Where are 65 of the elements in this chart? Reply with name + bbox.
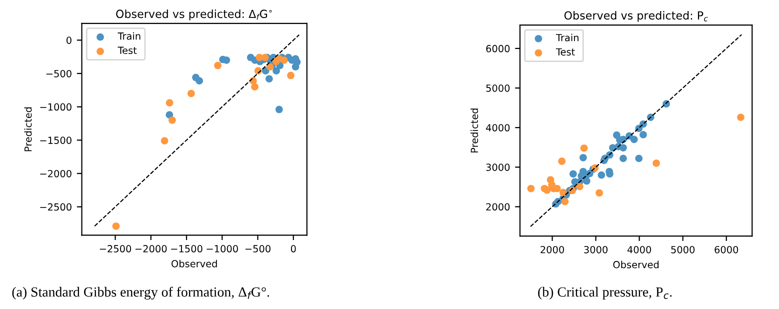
text: (b) Critical pressure, P$_{c}$. [538,286,672,300]
x-tick-label: 0 [290,245,296,252]
point [561,198,569,206]
x-axis-title: Observed [172,260,217,268]
y-tick-label: −1000 [40,103,72,111]
point [527,184,535,192]
point [640,131,647,138]
legend-label: Train [556,34,578,42]
x-tick-label: −1500 [171,245,202,252]
x-tick-label: −2500 [100,245,132,252]
point [582,177,590,185]
legend-label: Test [556,48,575,56]
y-tick-label: −2500 [40,203,72,211]
point [166,99,174,106]
x-tick-label: −1000 [206,245,238,252]
point [187,90,195,98]
point [580,144,588,152]
y-tick-label: −2000 [40,170,72,178]
point [543,186,551,194]
y-axis-title: Predicted [24,107,32,152]
y-tick-label: 6000 [486,44,510,52]
y-axis-title: Predicted [470,108,478,152]
x-tick-label: 3000 [584,246,608,254]
point [620,154,627,162]
x-tick-label: 4000 [627,246,652,254]
point [287,72,294,80]
point [598,171,606,179]
x-tick-label: −2000 [135,245,167,252]
point [635,154,643,162]
point [280,56,288,64]
point [214,62,222,70]
y-tick-label: 5000 [486,84,510,92]
x-tick-label: 5000 [671,246,695,254]
point [112,222,120,230]
x-tick-label: 6000 [714,246,738,254]
point [293,58,301,66]
point [596,189,603,197]
y-tick-label: 0 [66,36,72,44]
y-tick-label: −1500 [40,136,72,144]
point [580,154,587,162]
point [196,77,204,84]
point [652,160,660,167]
legend-label: Test [118,46,137,54]
x-tick-label: 2000 [540,246,564,254]
chart-title: Observed vs predicted: P$_{c}$ [564,11,708,22]
text: (a) Standard Gibbs energy of formation, Δ$_{f}$G°. [12,286,270,300]
point [265,75,273,82]
point [272,67,280,74]
y-tick-label: 4000 [486,124,510,132]
legend-label: Train [118,32,140,40]
point [275,106,283,114]
x-axis-title: Observed [613,260,659,268]
point [559,188,567,196]
y-tick-label: 3000 [486,164,510,171]
y-tick-label: −500 [46,70,72,78]
point [576,182,584,190]
y-tick-label: 2000 [486,203,510,211]
x-tick-label: −500 [245,245,270,252]
chart-title: Observed vs predicted: Δ$_{f}$G$^{∘}$ [116,9,272,20]
point [168,116,176,124]
point [558,158,566,165]
point [251,83,258,90]
point [569,170,577,178]
point [160,137,168,144]
point [737,114,744,121]
